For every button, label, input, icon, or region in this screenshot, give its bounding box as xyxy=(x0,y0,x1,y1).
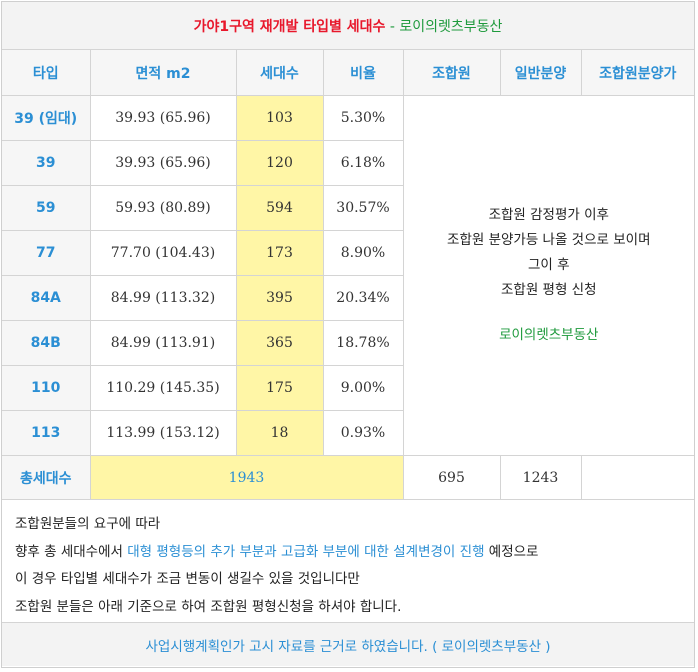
row-area: 113.99 (153.12) xyxy=(89,410,237,456)
row-type: 84B xyxy=(2,320,91,366)
row-units: 18 xyxy=(235,410,324,456)
header-units: 세대수 xyxy=(235,49,324,96)
row-ratio: 30.57% xyxy=(322,185,404,231)
table-row: 77 77.70 (104.43) 173 8.90% xyxy=(2,230,694,276)
total-general-sale: 1243 xyxy=(499,455,582,500)
row-units: 365 xyxy=(235,320,324,366)
row-area: 59.93 (80.89) xyxy=(89,185,237,231)
row-type: 84A xyxy=(2,275,91,321)
title-separator: - xyxy=(385,18,400,35)
header-type: 타입 xyxy=(2,49,91,96)
footer-line-design-change: 향후 총 세대수에서 대형 평형등의 추가 부분과 고급화 부분에 대한 설계변… xyxy=(15,539,694,567)
note-line: 조합원 평형 신청 xyxy=(501,282,597,298)
header-row: 타입 면적 m2 세대수 비율 조합원 일반분양 조합원분양가 xyxy=(2,49,695,96)
row-units: 173 xyxy=(235,230,324,276)
row-ratio: 0.93% xyxy=(322,410,404,456)
row-units: 175 xyxy=(235,365,324,411)
member-sale-note: 조합원 감정평가 이후 조합원 분양가등 나올 것으로 보이며 그이 후 조합원… xyxy=(402,95,695,456)
footer-highlight: 대형 평형등의 추가 부분과 고급화 부분에 대한 설계변경이 진행 xyxy=(127,543,485,560)
row-area: 39.93 (65.96) xyxy=(89,95,237,141)
footer-source: 사업시행계획인가 고시 자료를 근거로 하였습니다. ( 로이의렛츠부동산 ) xyxy=(2,622,695,666)
total-row: 총세대수 1943 695 1243 xyxy=(2,455,695,500)
title-main: 가야1구역 재개발 타입별 세대수 xyxy=(193,18,386,35)
title-brand: 로이의렛츠부동산 xyxy=(399,18,503,35)
footer-line-suffix: 예정으로 xyxy=(484,543,539,560)
table-row: 110 110.29 (145.35) 175 9.00% xyxy=(2,365,694,411)
row-area: 77.70 (104.43) xyxy=(89,230,237,276)
row-ratio: 9.00% xyxy=(322,365,404,411)
row-units: 594 xyxy=(235,185,324,231)
table-row: 84B 84.99 (113.91) 365 18.78% xyxy=(2,320,694,366)
note-brand: 로이의렛츠부동산 xyxy=(499,327,599,343)
note-line: 조합원 감정평가 이후 xyxy=(488,207,609,223)
row-area: 39.93 (65.96) xyxy=(89,140,237,186)
total-member-price xyxy=(580,455,695,500)
row-type: 113 xyxy=(2,410,91,456)
row-units: 120 xyxy=(235,140,324,186)
row-area: 84.99 (113.91) xyxy=(89,320,237,366)
footer-line: 조합원 분들은 아래 기준으로 하여 조합원 평형신청을 하셔야 합니다. xyxy=(15,598,402,615)
row-area: 110.29 (145.35) xyxy=(89,365,237,411)
row-units: 103 xyxy=(235,95,324,141)
row-area: 84.99 (113.32) xyxy=(89,275,237,321)
header-general-sale: 일반분양 xyxy=(499,49,582,96)
row-ratio: 18.78% xyxy=(322,320,404,366)
row-type: 77 xyxy=(2,230,91,276)
footer-notice: 조합원분들의 요구에 따라 향후 총 세대수에서 대형 평형등의 추가 부분과 … xyxy=(2,499,695,623)
footer-line: 이 경우 타입별 세대수가 조금 변동이 생길수 있을 것입니다만 xyxy=(15,571,360,587)
footer-line: 조합원분들의 요구에 따라 xyxy=(15,516,161,532)
header-member-price: 조합원분양가 xyxy=(580,49,695,96)
total-members: 695 xyxy=(402,455,501,500)
note-line: 조합원 분양가등 나올 것으로 보이며 xyxy=(447,232,651,248)
header-ratio: 비율 xyxy=(322,49,404,96)
row-type: 110 xyxy=(2,365,91,411)
table-row: 84A 84.99 (113.32) 395 20.34% xyxy=(2,275,694,321)
row-type: 59 xyxy=(2,185,91,231)
row-ratio: 8.90% xyxy=(322,230,404,276)
row-type: 39 (임대) xyxy=(2,95,91,141)
total-units: 1943 xyxy=(89,455,404,500)
row-units: 395 xyxy=(235,275,324,321)
table-row: 39 39.93 (65.96) 120 6.18% xyxy=(2,140,694,186)
header-members: 조합원 xyxy=(402,49,501,96)
table-row: 59 59.93 (80.89) 594 30.57% xyxy=(2,185,694,231)
note-line: 그이 후 xyxy=(527,257,570,273)
row-ratio: 5.30% xyxy=(322,95,404,141)
total-label: 총세대수 xyxy=(2,455,91,500)
table-title: 가야1구역 재개발 타입별 세대수 - 로이의렛츠부동산 xyxy=(2,2,695,50)
row-ratio: 6.18% xyxy=(322,140,404,186)
row-ratio: 20.34% xyxy=(322,275,404,321)
row-type: 39 xyxy=(2,140,91,186)
table-row: 39 (임대) 39.93 (65.96) 103 5.30% 조합원 감정평가… xyxy=(2,95,695,456)
footer-line-prefix: 향후 총 세대수에서 xyxy=(15,543,128,560)
header-area: 면적 m2 xyxy=(89,49,237,96)
